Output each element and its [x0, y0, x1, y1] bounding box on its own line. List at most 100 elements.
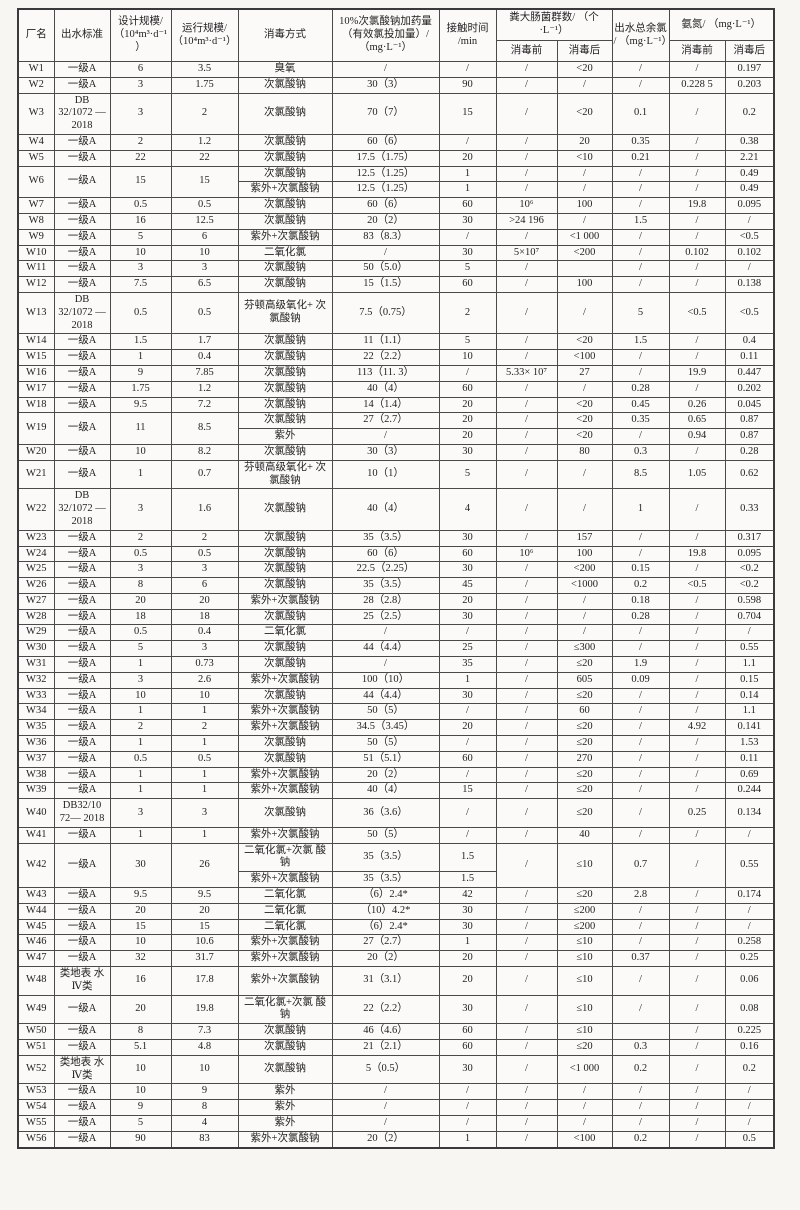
fecal-coliform-after-cell: <20 [556, 428, 613, 445]
table-row-W31: W31 一级A 1 0.73 次氯酸钠/35/≤20 1.9/1.1 [17, 656, 775, 673]
effluent-standard-cell: 一级A [53, 61, 111, 78]
table-row-W11: W11 一级A 3 3 次氯酸钠 50（5.0） 5// / / [17, 260, 775, 278]
residual-chlorine-cell: / [611, 640, 670, 658]
plant-id-cell: W48 [17, 966, 55, 996]
dosage-cell: / [331, 244, 440, 262]
effluent-standard-cell: 一级A [53, 608, 111, 626]
fecal-coliform-before-cell: / [495, 1114, 558, 1132]
dosage-cell: 12.5（1.25） [331, 181, 440, 199]
plant-id-cell: W21 [17, 459, 55, 490]
plant-id-cell: W17 [17, 380, 55, 398]
plant-id-cell: W35 [17, 719, 55, 737]
contact-time-cell: 15 [438, 92, 497, 135]
plant-id-cell: W42 [17, 842, 55, 889]
operating-scale-cell: 8.2 [170, 443, 239, 461]
operating-scale-cell: 0.4 [170, 624, 239, 642]
contact-time-cell: 1.5 [438, 871, 497, 889]
plant-id-cell: W41 [17, 826, 55, 844]
effluent-standard-cell: 一级A [53, 165, 111, 199]
effluent-standard-cell: 一级A [53, 197, 111, 214]
residual-chlorine-cell: 0.2 [611, 1054, 670, 1085]
disinfection-method-cell: 二氧化氯 [237, 624, 333, 642]
ammonia-after-cell: 0.87 [724, 412, 775, 430]
table-row-W27: W27 一级A 20 20 紫外+次氯酸钠 28（2.8） 20//0.18/0.598 [17, 592, 775, 610]
fecal-coliform-before-cell: / [495, 782, 558, 800]
ammonia-before-cell: / [668, 149, 726, 167]
fecal-coliform-before-cell: / [495, 592, 558, 610]
plant-id-cell: W28 [17, 608, 55, 626]
design-scale-cell: 3 [109, 488, 172, 531]
dosage-cell: 60（6） [331, 197, 440, 214]
effluent-standard-cell: 一级A [53, 918, 111, 936]
ammonia-before-cell: / [668, 260, 726, 278]
operating-scale-cell: 83 [170, 1130, 239, 1149]
disinfection-method-cell: 二氧化氯+次氯 酸钠 [237, 842, 333, 873]
fecal-coliform-before-cell: / [495, 529, 558, 547]
operating-scale-cell: 0.5 [170, 291, 239, 335]
fecal-coliform-before-cell: / [495, 149, 558, 167]
effluent-standard-cell: DB32/10 72— 2018 [53, 798, 111, 828]
fecal-coliform-after-cell: ≤20 [556, 782, 613, 800]
dosage-cell: / [331, 1099, 440, 1116]
dosage-cell: 20（2） [331, 212, 440, 230]
fecal-coliform-before-cell: / [495, 671, 558, 689]
operating-scale-cell: 3 [170, 561, 239, 579]
operating-scale-cell: 9 [170, 1083, 239, 1101]
ammonia-before-cell: <0.5 [668, 577, 726, 594]
dosage-cell: 46（4.6） [331, 1023, 440, 1040]
plant-id-cell: W5 [17, 149, 55, 167]
ammonia-after-cell: <0.5 [724, 291, 775, 335]
ammonia-after-cell: 0.87 [724, 428, 775, 445]
disinfection-method-cell: 次氯酸钠 [237, 212, 333, 230]
ammonia-after-cell: 0.14 [724, 687, 775, 705]
ammonia-before-cell: / [668, 92, 726, 135]
effluent-standard-cell: 一级A [53, 1114, 111, 1132]
residual-chlorine-cell [611, 1023, 670, 1040]
ammonia-before-cell: / [668, 887, 726, 904]
plant-id-cell: W47 [17, 950, 55, 968]
ammonia-after-cell: 0.141 [724, 719, 775, 737]
disinfection-method-cell: 紫外+次氯酸钠 [237, 966, 333, 996]
residual-chlorine-cell: / [611, 545, 670, 563]
table-row-W3: W3 DB 32/1072 —2018 3 2 次氯酸钠 70（7） 15/<20 0.1/0… [17, 92, 775, 135]
plant-id-cell: W27 [17, 592, 55, 610]
table-row-W16: W16 一级A 9 7.85 次氯酸钠 113（11. 3）/5.33× 10⁷ 27/19… [17, 364, 775, 382]
dosage-cell: / [331, 1083, 440, 1101]
operating-scale-cell: 7.85 [170, 364, 239, 382]
ammonia-before-cell: / [668, 1039, 726, 1056]
ammonia-after-cell: 0.138 [724, 276, 775, 293]
ammonia-after-cell: 0.258 [724, 934, 775, 952]
disinfection-method-cell: 次氯酸钠 [237, 76, 333, 94]
contact-time-cell: 20 [438, 966, 497, 996]
column-subheader: 消毒后 [556, 40, 613, 62]
design-scale-cell: 30 [109, 842, 172, 889]
plant-id-cell: W50 [17, 1023, 55, 1040]
effluent-standard-cell: 一级A [53, 1130, 111, 1149]
table-row-W12: W12 一级A 7.5 6.5 次氯酸钠 15（1.5） 60/100//0.138 [17, 276, 775, 293]
effluent-standard-cell: 一级A [53, 380, 111, 398]
design-scale-cell: 16 [109, 966, 172, 996]
dosage-cell: 10（1） [331, 459, 440, 490]
residual-chlorine-cell: 0.7 [611, 842, 670, 889]
table-row-W4: W4 一级A 2 1.2 次氯酸钠 60（6） //20 0.35/0.38 [17, 133, 775, 151]
disinfection-method-cell: 紫外+次氯酸钠 [237, 671, 333, 689]
contact-time-cell: 5 [438, 459, 497, 490]
ammonia-before-cell: 0.94 [668, 428, 726, 445]
ammonia-after-cell: / [724, 1114, 775, 1132]
ammonia-after-cell: 0.25 [724, 950, 775, 968]
residual-chlorine-cell: / [611, 1114, 670, 1132]
operating-scale-cell: 3.5 [170, 61, 239, 78]
ammonia-after-cell: <0.2 [724, 577, 775, 594]
plant-id-cell: W23 [17, 529, 55, 547]
table-row-W6-2: 紫外+次氯酸钠 12.5（1.25） 1// //0.49 [18, 181, 775, 199]
design-scale-cell: 1 [109, 782, 172, 800]
effluent-standard-cell: 一级A [53, 1099, 111, 1116]
ammonia-before-cell: 1.05 [668, 459, 726, 490]
design-scale-cell: 0.5 [109, 291, 172, 335]
contact-time-cell: 30 [438, 687, 497, 705]
dosage-cell: （6）2.4* [331, 887, 440, 904]
residual-chlorine-cell: / [611, 918, 670, 936]
residual-chlorine-cell: / [611, 798, 670, 828]
residual-chlorine-cell: / [611, 826, 670, 844]
residual-chlorine-cell: / [611, 244, 670, 262]
